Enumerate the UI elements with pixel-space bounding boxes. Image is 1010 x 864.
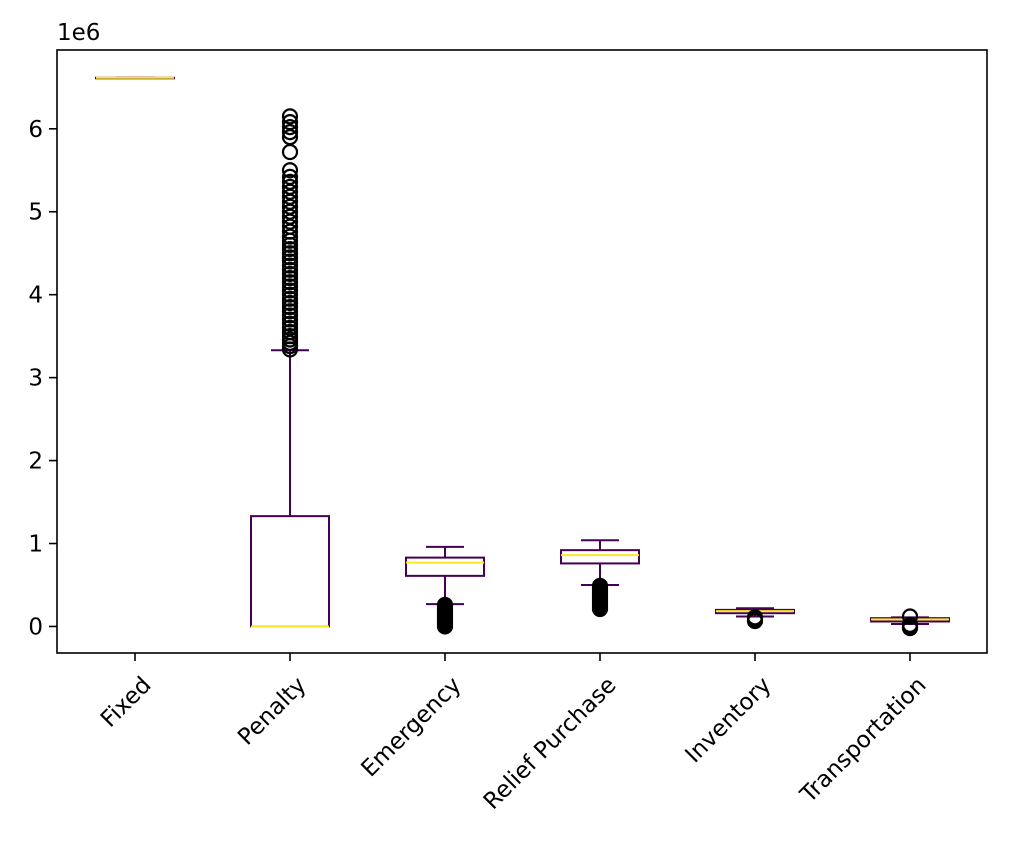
flier-point [281, 328, 299, 345]
flier-point [281, 245, 299, 262]
y-tick-label: 5 [28, 200, 43, 226]
box [560, 549, 640, 565]
box-group-penalty [250, 108, 330, 628]
flier-point [436, 618, 454, 635]
flier-point [281, 323, 299, 341]
y-tick-label: 2 [28, 449, 43, 475]
flier-point [901, 608, 919, 625]
flier-point [281, 303, 299, 320]
flier-point [901, 620, 919, 637]
plot-frame [56, 49, 988, 654]
flier-point [281, 257, 299, 274]
flier-point [281, 168, 299, 186]
box-group-inventory [715, 607, 795, 630]
x-tick-label: Emergency [356, 672, 466, 782]
box-group-relief-purchase [560, 539, 640, 618]
y-tick-label: 4 [28, 283, 43, 309]
box-group-emergency [405, 545, 485, 635]
flier-point [281, 315, 299, 332]
flier-point [281, 319, 299, 336]
flier-point [281, 124, 299, 141]
flier-point [281, 299, 299, 316]
flier-point [591, 600, 609, 618]
flier-point [281, 240, 299, 258]
flier-point [281, 162, 299, 179]
x-tick-label: Relief Purchase [479, 672, 622, 815]
x-tick-label: Penalty [233, 672, 311, 750]
flier-point [281, 278, 299, 295]
flier-point [281, 108, 299, 125]
flier-point [281, 173, 299, 190]
y-offset-label: 1e6 [57, 20, 100, 46]
flier-point [281, 265, 299, 283]
flier-point [281, 307, 299, 324]
x-tick-label: Fixed [96, 672, 157, 733]
flier-point [281, 178, 299, 195]
flier-point [281, 119, 299, 136]
box-group-fixed [95, 76, 175, 80]
flier-point [281, 311, 299, 328]
x-tick-label: Transportation [795, 672, 932, 809]
box [405, 556, 485, 577]
flier-point [281, 253, 299, 270]
y-tick-label: 0 [28, 614, 43, 640]
flier-point [746, 612, 764, 630]
box-group-transportation [870, 608, 950, 637]
y-tick-label: 1 [28, 532, 43, 558]
flier-point [281, 114, 299, 131]
flier-point [281, 294, 299, 312]
plot-background [57, 50, 987, 653]
flier-point [281, 282, 299, 299]
x-tick-label: Inventory [680, 672, 776, 768]
flier-point [281, 261, 299, 278]
flier-point [281, 274, 299, 291]
flier-point [281, 290, 299, 307]
y-tick-label: 3 [28, 366, 43, 392]
flier-point [281, 249, 299, 266]
flier-point [281, 286, 299, 303]
y-tick-label: 6 [28, 117, 43, 143]
boxes-layer [95, 76, 950, 637]
flier-point [281, 269, 299, 287]
